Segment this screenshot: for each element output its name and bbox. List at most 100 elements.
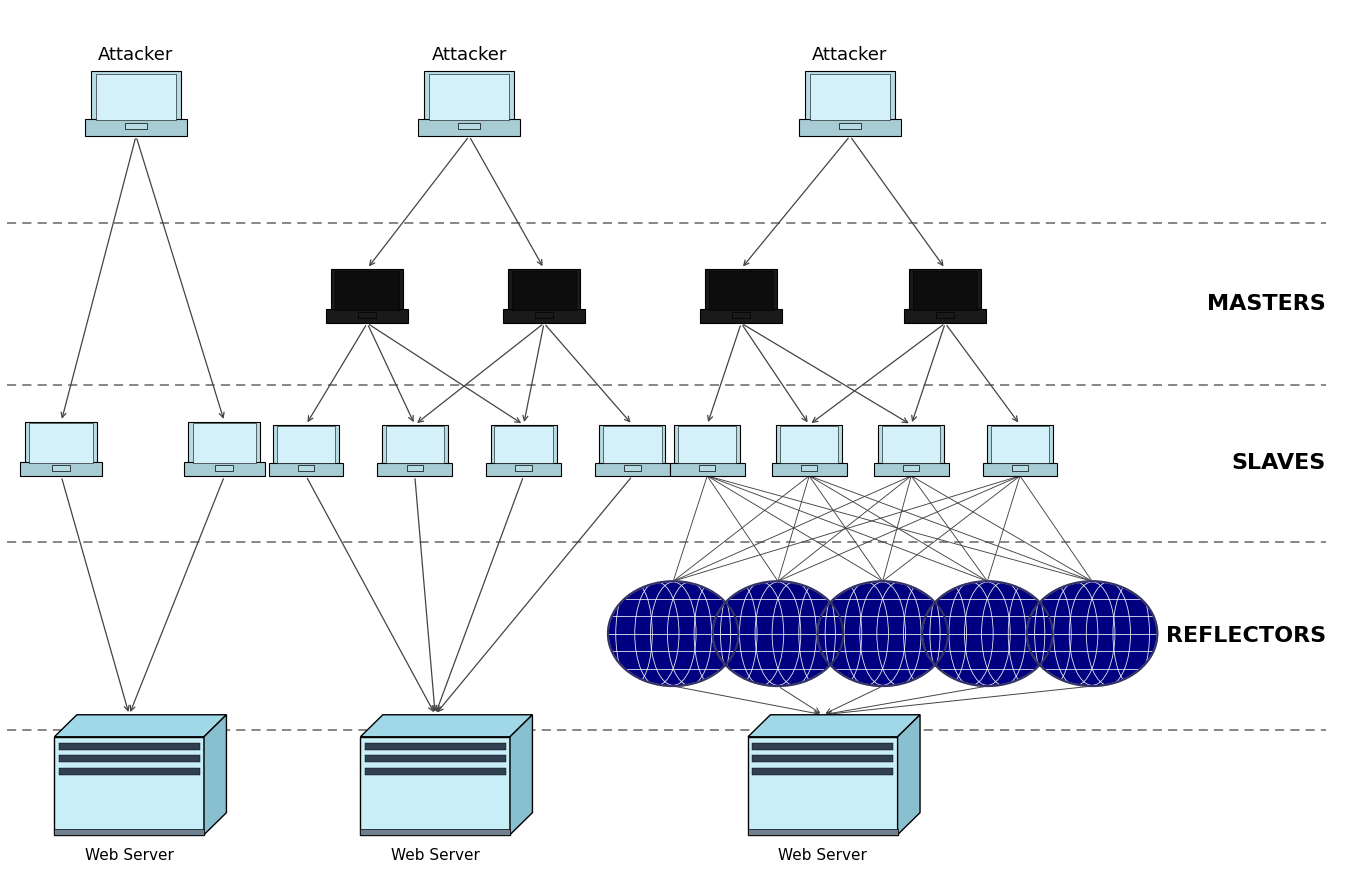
Bar xyxy=(458,123,480,129)
Polygon shape xyxy=(898,715,919,835)
Text: SLAVES: SLAVES xyxy=(1232,454,1326,473)
Bar xyxy=(364,755,506,762)
Bar xyxy=(273,425,339,465)
Bar xyxy=(20,462,102,476)
Polygon shape xyxy=(360,715,533,737)
Bar xyxy=(125,123,147,129)
Bar xyxy=(883,427,940,463)
Bar xyxy=(801,465,817,470)
Bar xyxy=(515,465,532,470)
Bar xyxy=(600,425,665,465)
Bar xyxy=(874,463,949,475)
Bar xyxy=(624,465,641,470)
Bar xyxy=(358,312,377,317)
Polygon shape xyxy=(204,715,226,835)
Bar xyxy=(58,755,200,762)
Text: Web Server: Web Server xyxy=(778,848,868,863)
Bar xyxy=(491,425,556,465)
Bar xyxy=(800,120,900,136)
Bar xyxy=(193,423,256,463)
Bar xyxy=(781,427,838,463)
Bar xyxy=(382,425,447,465)
Bar xyxy=(326,309,408,323)
Bar xyxy=(509,268,579,312)
Bar xyxy=(52,465,71,470)
Bar xyxy=(706,268,777,312)
Bar xyxy=(748,737,898,835)
Text: Attacker: Attacker xyxy=(98,46,174,65)
Bar xyxy=(54,737,204,835)
Ellipse shape xyxy=(1027,581,1157,686)
Bar xyxy=(407,465,423,470)
Bar xyxy=(58,768,200,775)
Bar xyxy=(26,421,97,465)
Bar xyxy=(914,270,976,310)
Bar xyxy=(419,120,520,136)
Bar xyxy=(377,463,452,475)
Bar xyxy=(777,425,842,465)
Text: Web Server: Web Server xyxy=(84,848,174,863)
Bar xyxy=(54,829,204,835)
Bar xyxy=(386,427,443,463)
Bar xyxy=(982,463,1058,475)
Bar xyxy=(269,463,343,475)
Polygon shape xyxy=(510,715,533,835)
Bar xyxy=(336,270,398,310)
Bar xyxy=(97,73,175,121)
Bar xyxy=(752,755,894,762)
Bar xyxy=(904,309,986,323)
Bar xyxy=(903,465,919,470)
Bar xyxy=(910,268,981,312)
Bar xyxy=(189,421,260,465)
Bar xyxy=(495,427,552,463)
Ellipse shape xyxy=(713,581,843,686)
Polygon shape xyxy=(54,715,226,737)
Bar xyxy=(710,270,772,310)
Polygon shape xyxy=(748,715,919,737)
Bar xyxy=(752,743,894,750)
Ellipse shape xyxy=(608,581,738,686)
Bar xyxy=(748,829,898,835)
Bar xyxy=(604,427,661,463)
Bar xyxy=(430,73,509,121)
Bar xyxy=(503,309,585,323)
Bar xyxy=(534,312,554,317)
Bar xyxy=(277,427,335,463)
Bar xyxy=(596,463,669,475)
Bar xyxy=(360,829,510,835)
Text: REFLECTORS: REFLECTORS xyxy=(1166,626,1326,646)
Bar xyxy=(360,737,510,835)
Bar xyxy=(732,312,751,317)
Bar xyxy=(184,462,265,476)
Bar xyxy=(215,465,234,470)
Bar xyxy=(487,463,560,475)
Bar xyxy=(58,743,200,750)
Bar xyxy=(364,768,506,775)
Bar xyxy=(879,425,944,465)
Bar xyxy=(364,743,506,750)
Bar xyxy=(811,73,889,121)
Text: Attacker: Attacker xyxy=(812,46,888,65)
Bar xyxy=(84,120,188,136)
Bar xyxy=(30,423,92,463)
Text: Attacker: Attacker xyxy=(431,46,507,65)
Bar xyxy=(675,425,740,465)
Bar xyxy=(936,312,955,317)
Bar xyxy=(987,425,1053,465)
Bar xyxy=(991,427,1049,463)
Ellipse shape xyxy=(817,581,948,686)
Bar xyxy=(669,463,744,475)
Text: Web Server: Web Server xyxy=(390,848,480,863)
Bar xyxy=(805,72,895,123)
Bar xyxy=(91,72,181,123)
Bar xyxy=(679,427,736,463)
Text: MASTERS: MASTERS xyxy=(1208,294,1326,314)
Bar xyxy=(752,768,894,775)
Bar xyxy=(424,72,514,123)
Bar xyxy=(839,123,861,129)
Bar xyxy=(513,270,575,310)
Bar xyxy=(1012,465,1028,470)
Bar xyxy=(699,465,715,470)
Bar xyxy=(772,463,846,475)
Bar xyxy=(298,465,314,470)
